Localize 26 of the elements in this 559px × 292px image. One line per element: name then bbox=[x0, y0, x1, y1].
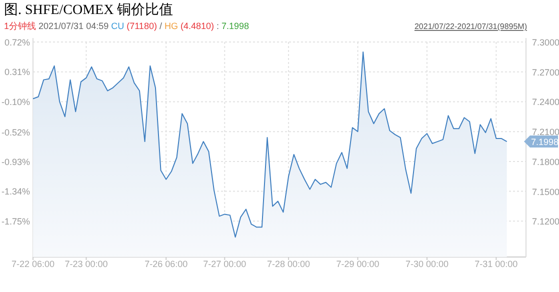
y2-tick-label: -1.34% bbox=[1, 186, 30, 197]
x-tick-label: 7-28 00:00 bbox=[267, 259, 310, 269]
y-tick-label: 7.2100 bbox=[532, 127, 559, 138]
y-tick-label: 7.3000 bbox=[532, 38, 559, 48]
text: 1分钟线 2021/07/31 04:59 CU (71180) / HG (4.4810) : 7.1998 bbox=[4, 21, 250, 31]
x-tick-label: 7-22 06:00 bbox=[11, 259, 55, 269]
y2-tick-label: -0.52% bbox=[1, 127, 30, 138]
x-tick-label: 7-27 00:00 bbox=[203, 259, 246, 269]
x-tick-label: 7-31 00:00 bbox=[474, 259, 518, 269]
y2-tick-label: -1.75% bbox=[1, 216, 30, 226]
y2-tick-label: 0.31% bbox=[4, 67, 30, 78]
y-tick-label: 7.2400 bbox=[532, 97, 559, 108]
y-tick-label: 7.1500 bbox=[532, 186, 559, 197]
x-tick-label: 7-29 00:00 bbox=[336, 259, 380, 269]
x-tick-label: 7-23 00:00 bbox=[64, 259, 108, 269]
y-tick-label: 7.1200 bbox=[532, 216, 559, 227]
text: 7.1998 bbox=[531, 137, 559, 148]
y2-tick-label: -0.93% bbox=[1, 156, 30, 167]
y-tick-label: 7.1800 bbox=[532, 156, 559, 167]
x-tick-label: 7-30 00:00 bbox=[405, 259, 448, 269]
x-tick-label: 7-26 06:00 bbox=[144, 259, 188, 269]
y2-tick-label: 0.72% bbox=[4, 38, 30, 48]
y2-tick-label: -0.10% bbox=[1, 96, 30, 107]
y-tick-label: 7.2700 bbox=[532, 67, 559, 78]
chart-title: 图. SHFE/COMEX 铜价比值 bbox=[4, 2, 174, 18]
text: 2021/07/22-2021/07/31(9895M) bbox=[414, 22, 528, 31]
